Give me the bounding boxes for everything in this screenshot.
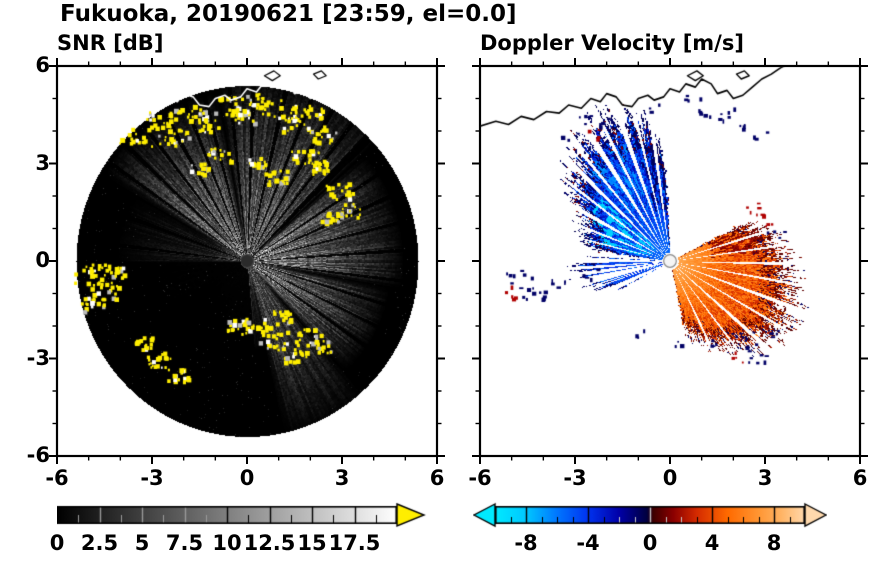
velocity-axes bbox=[472, 58, 868, 464]
x-tick-label: -6 bbox=[45, 466, 69, 490]
x-tick-label: 0 bbox=[662, 466, 678, 490]
snr-colorbar-label: 10 bbox=[212, 531, 242, 555]
snr-axes bbox=[49, 58, 445, 464]
x-tick-label: 6 bbox=[429, 466, 445, 490]
snr-colorbar-label: 0 bbox=[49, 531, 65, 555]
y-tick-label: 0 bbox=[35, 248, 50, 272]
velocity-colorbar-canvas bbox=[473, 502, 827, 528]
snr-colorbar-label: 5 bbox=[134, 531, 150, 555]
x-tick-label: 3 bbox=[334, 466, 350, 490]
y-tick-label: -3 bbox=[26, 345, 50, 370]
y-tick-label: 3 bbox=[35, 150, 50, 175]
figure-title: Fukuoka, 20190621 [23:59, el=0.0] bbox=[60, 1, 517, 27]
y-tick-label: -6 bbox=[26, 443, 50, 467]
velocity-colorbar-label: 0 bbox=[642, 531, 658, 555]
velocity-panel-title: Doppler Velocity [m/s] bbox=[480, 31, 744, 55]
snr-colorbar-label: 2.5 bbox=[80, 531, 119, 555]
y-tick-label: 6 bbox=[35, 53, 50, 77]
snr-colorbar-label: 15 bbox=[297, 531, 327, 555]
x-tick-label: -3 bbox=[563, 466, 587, 490]
velocity-colorbar-label: -4 bbox=[576, 531, 600, 555]
x-tick-label: 3 bbox=[757, 466, 773, 490]
velocity-colorbar-label: -8 bbox=[514, 531, 538, 555]
velocity-plot-canvas bbox=[480, 66, 860, 456]
velocity-colorbar-label: 8 bbox=[766, 531, 782, 555]
snr-plot-canvas bbox=[57, 66, 437, 456]
snr-colorbar-label: 12.5 bbox=[243, 531, 296, 555]
x-tick-label: 0 bbox=[239, 466, 255, 490]
x-tick-label: 6 bbox=[852, 466, 868, 490]
x-tick-label: -6 bbox=[468, 466, 492, 490]
snr-panel-title: SNR [dB] bbox=[57, 31, 164, 55]
velocity-colorbar-label: 4 bbox=[704, 531, 720, 555]
snr-colorbar-label: 7.5 bbox=[165, 531, 204, 555]
snr-colorbar-label: 17.5 bbox=[328, 531, 381, 555]
snr-colorbar-canvas bbox=[57, 502, 429, 528]
x-tick-label: -3 bbox=[140, 466, 164, 490]
